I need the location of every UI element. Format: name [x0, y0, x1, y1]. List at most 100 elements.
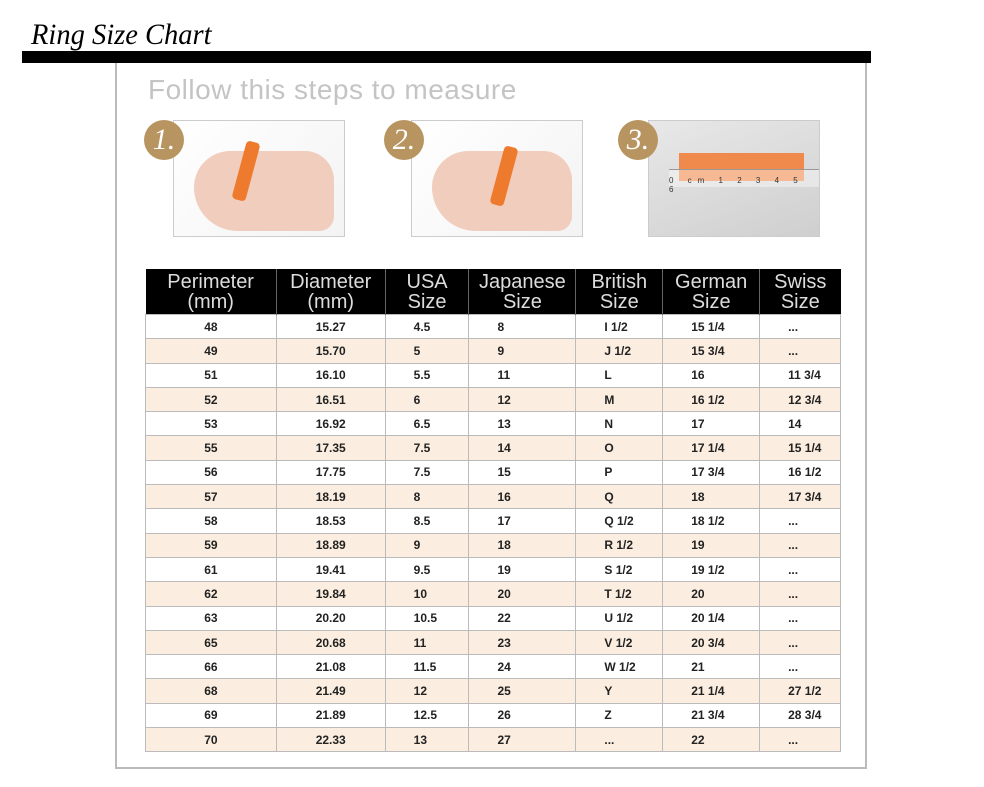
table-cell: 27 1/2 [759, 678, 841, 704]
table-cell: 8 [468, 313, 577, 340]
table-cell: ... [759, 605, 841, 631]
table-cell: 68 [145, 678, 277, 704]
table-cell: T 1/2 [575, 581, 664, 607]
table-cell: ... [759, 654, 841, 680]
table-cell: 15 3/4 [662, 338, 761, 364]
table-cell: ... [759, 629, 841, 656]
table-cell: M [575, 386, 664, 413]
table-cell: 16 [468, 484, 577, 510]
step-3-badge: 3. [618, 120, 658, 160]
table-cell: 22 [468, 605, 577, 631]
column-header: German Size [662, 269, 760, 315]
instructions-heading: Follow this steps to measure [148, 74, 517, 105]
table-cell: 48 [145, 313, 277, 340]
table-cell: 16.10 [275, 362, 386, 388]
column-header-line: German [675, 270, 748, 293]
table-cell: 27 [468, 727, 577, 753]
table-cell: 6.5 [384, 411, 470, 437]
column-header-line: British [591, 270, 648, 293]
table-cell: 18 [468, 532, 577, 558]
step-3-image: 0 cm 1 2 3 4 5 6 [648, 120, 820, 237]
table-cell: 7.5 [384, 459, 470, 486]
table-cell: 20 [662, 581, 761, 607]
table-row: 63 20.20 10.5 22 U 1/2 20 1/4... [145, 605, 841, 631]
page-title: Ring Size Chart [31, 18, 212, 51]
table-cell: R 1/2 [575, 532, 664, 558]
ring-size-table: Perimeter (mm) Diameter (mm) USA Size Japanese… [145, 269, 841, 753]
table-row: 55 17.35 7.5 14 O 17 1/4 15 1/4 [145, 435, 841, 461]
column-header-line: (mm) [187, 290, 234, 313]
table-cell: ... [759, 338, 841, 364]
table-cell: 51 [145, 362, 277, 388]
table-row: 69 21.89 12.5 26 Z 21 3/4 28 3/4 [145, 702, 841, 729]
table-cell: 16 [662, 362, 761, 388]
ruler: 0 cm 1 2 3 4 5 6 [669, 169, 819, 194]
table-cell: N [575, 411, 664, 437]
column-header: Swiss Size [759, 269, 841, 315]
table-cell: 11 [468, 362, 577, 388]
table-cell: 7.5 [384, 435, 470, 461]
table-cell: 25 [468, 678, 577, 704]
chart-frame [115, 63, 867, 769]
table-cell: 9 [468, 338, 577, 364]
step-2-image [411, 120, 583, 237]
table-cell: 12 3/4 [759, 386, 841, 413]
column-header-line: Size [407, 290, 447, 313]
table-row: 52 16.51 6 12 M 16 1/2 12 3/4 [145, 386, 841, 413]
table-cell: 21.49 [275, 678, 386, 704]
table-cell: 15 [468, 459, 577, 486]
table-cell: 11 [384, 629, 470, 656]
hand-illustration [194, 151, 334, 231]
table-cell: 16 1/2 [759, 459, 841, 486]
table-cell: 20 [468, 581, 577, 607]
table-cell: I 1/2 [575, 313, 664, 340]
column-header-line: Perimeter [167, 270, 254, 293]
table-cell: Z [575, 702, 664, 729]
table-cell: 20 1/4 [662, 605, 761, 631]
table-cell: 49 [145, 338, 277, 364]
table-cell: 59 [145, 532, 277, 558]
column-header-line: Size [502, 290, 542, 313]
table-cell: Q [575, 484, 664, 510]
table-cell: Q 1/2 [575, 508, 664, 534]
table-cell: 65 [145, 629, 277, 656]
table-row: 56 17.75 7.5 15 P 17 3/4 16 1/2 [145, 459, 841, 486]
table-cell: 28 3/4 [759, 702, 841, 729]
table-cell: J 1/2 [575, 338, 664, 364]
table-cell: W 1/2 [575, 654, 664, 680]
table-cell: 15 1/4 [759, 435, 841, 461]
column-header-line: Size [691, 290, 731, 313]
table-cell: ... [759, 727, 841, 753]
table-row: 65 20.68 11 23 V 1/2 20 3/4... [145, 629, 841, 656]
table-cell: 15 1/4 [662, 313, 761, 340]
table-cell: 8 [384, 484, 470, 510]
table-cell: 20.20 [275, 605, 386, 631]
table-row: 58 18.53 8.5 17 Q 1/2 18 1/2... [145, 508, 841, 534]
table-cell: U 1/2 [575, 605, 664, 631]
column-header-line: Size [780, 290, 820, 313]
table-cell: 16.92 [275, 411, 386, 437]
column-header-line: Japanese [479, 270, 566, 293]
table-cell: 12.5 [384, 702, 470, 729]
table-cell: ... [759, 532, 841, 558]
table-cell: ... [759, 313, 841, 340]
table-cell: 21.89 [275, 702, 386, 729]
table-cell: 18 1/2 [662, 508, 761, 534]
table-cell: 16.51 [275, 386, 386, 413]
table-cell: O [575, 435, 664, 461]
table-cell: P [575, 459, 664, 486]
table-cell: 5 [384, 338, 470, 364]
table-cell: 15.70 [275, 338, 386, 364]
table-row: 57 18.19 8 16 Q 18 17 3/4 [145, 484, 841, 510]
table-cell: 17 3/4 [759, 484, 841, 510]
table-cell: 13 [384, 727, 470, 753]
table-cell: Y [575, 678, 664, 704]
step-1-image [173, 120, 345, 237]
table-cell: 6 [384, 386, 470, 413]
table-cell: 19.41 [275, 556, 386, 583]
table-cell: 13 [468, 411, 577, 437]
table-cell: 21 3/4 [662, 702, 761, 729]
table-row: 68 21.49 12 25 Y 21 1/4 27 1/2 [145, 678, 841, 704]
table-cell: 14 [468, 435, 577, 461]
table-cell: 52 [145, 386, 277, 413]
